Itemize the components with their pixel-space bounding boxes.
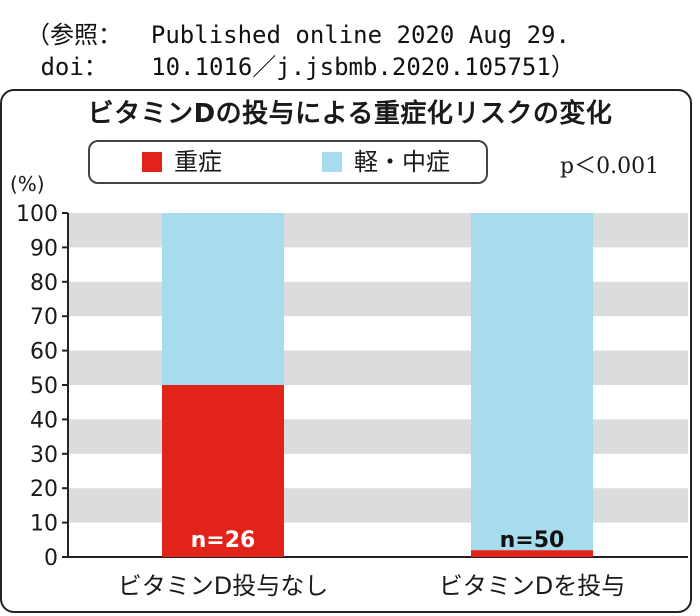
y-tick-label: 40: [30, 408, 58, 433]
y-tick-label: 100: [16, 202, 58, 227]
bar-n-label: n=26: [191, 528, 256, 553]
bar-severe-1: [162, 385, 284, 557]
y-tick-label: 0: [44, 546, 58, 571]
bar-severe-2: [471, 550, 593, 557]
grid-band: [68, 350, 688, 385]
grid-band: [68, 281, 688, 317]
y-tick-label: 60: [30, 340, 58, 365]
y-tick-label: 70: [30, 305, 58, 330]
y-axis-label: (%): [10, 172, 45, 196]
citation-line-1: （参照： Published online 2020 Aug 29.: [26, 21, 570, 49]
legend-swatch-severe: [142, 152, 162, 172]
bar-n-label: n=50: [500, 528, 565, 553]
y-tick-label: 20: [30, 477, 58, 502]
chart-title: ビタミンDの投与による重症化リスクの変化: [87, 99, 613, 129]
x-category-label: ビタミンDを投与: [439, 572, 625, 600]
citation-line-2: doi： 10.1016／j.jsbmb.2020.105751）: [26, 53, 575, 81]
y-tick-label: 50: [30, 374, 58, 399]
grid-band: [68, 419, 688, 454]
p-value-annotation: p＜0.001: [560, 154, 660, 179]
legend-swatch-mild: [322, 152, 342, 172]
legend-label-mild: 軽・中症: [354, 148, 450, 176]
legend-label-severe: 重症: [174, 148, 222, 176]
x-category-label: ビタミンD投与なし: [118, 572, 328, 600]
y-tick-label: 30: [30, 443, 58, 468]
y-tick-label: 80: [30, 271, 58, 296]
y-tick-label: 90: [30, 236, 58, 261]
bar-mild-2: [471, 213, 593, 551]
legend: 重症 軽・中症: [88, 140, 488, 184]
y-tick-label: 10: [30, 512, 58, 537]
grid-band: [68, 213, 688, 248]
grid-band: [68, 488, 688, 523]
bar-mild-1: [162, 213, 284, 385]
